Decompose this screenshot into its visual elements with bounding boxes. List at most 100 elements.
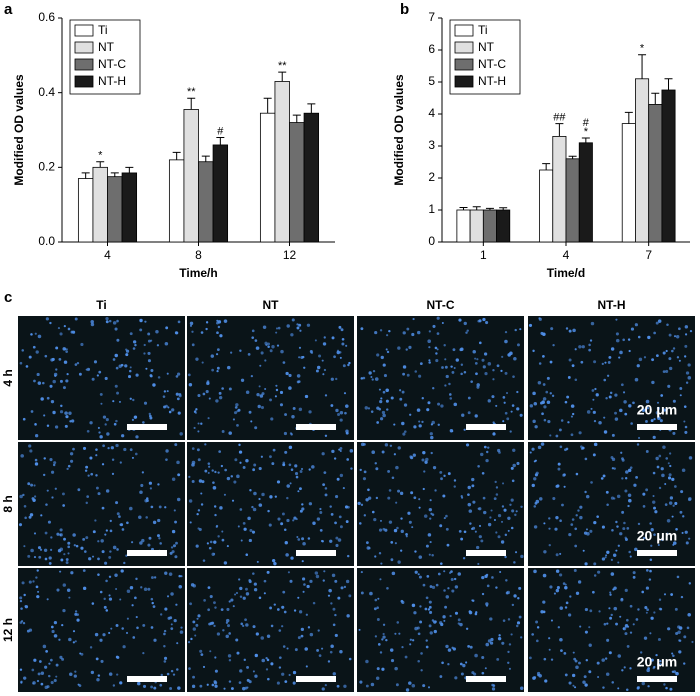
cell-nucleus xyxy=(32,580,35,583)
cell-nucleus xyxy=(442,494,446,498)
cell-nucleus xyxy=(472,500,476,504)
cell-nucleus xyxy=(555,588,560,593)
cell-nucleus xyxy=(482,365,486,369)
cell-nucleus xyxy=(367,488,370,492)
cell-nucleus xyxy=(405,688,410,692)
cell-nucleus xyxy=(687,613,691,617)
legend-label: NT-C xyxy=(98,57,126,71)
cell-nucleus xyxy=(476,385,480,389)
cell-nucleus xyxy=(559,573,563,577)
cell-nucleus xyxy=(65,558,69,561)
cell-nucleus xyxy=(390,541,394,544)
cell-nucleus xyxy=(234,458,238,462)
cell-nucleus xyxy=(510,633,513,636)
cell-nucleus xyxy=(378,407,382,411)
cell-nucleus xyxy=(447,472,451,476)
cell-nucleus xyxy=(691,640,694,644)
cell-nucleus xyxy=(230,475,234,478)
cell-nucleus xyxy=(408,345,412,350)
cell-nucleus xyxy=(85,368,88,371)
cell-nucleus xyxy=(173,509,176,512)
cell-nucleus xyxy=(112,321,117,325)
cell-nucleus xyxy=(199,684,203,688)
cell-nucleus xyxy=(82,586,87,591)
cell-nucleus xyxy=(375,676,380,681)
cell-nucleus xyxy=(346,614,350,618)
cell-nucleus xyxy=(219,334,223,338)
cell-nucleus xyxy=(575,514,578,517)
error-bar xyxy=(187,97,196,110)
cell-nucleus xyxy=(379,417,384,421)
cell-nucleus xyxy=(172,673,176,676)
cell-nucleus xyxy=(476,383,480,387)
cell-nucleus xyxy=(47,520,51,524)
cell-nucleus xyxy=(125,631,129,635)
cell-nucleus xyxy=(440,404,444,408)
cell-nucleus xyxy=(443,570,446,573)
cell-nucleus xyxy=(440,477,443,481)
cell-nucleus xyxy=(607,361,611,364)
cell-nucleus xyxy=(212,481,215,484)
cell-nucleus xyxy=(90,322,95,327)
cell-nucleus xyxy=(23,505,27,508)
cell-nucleus xyxy=(166,390,169,393)
cell-nucleus xyxy=(168,572,173,576)
cell-nucleus xyxy=(528,323,533,327)
cell-nucleus xyxy=(33,379,36,383)
cell-nucleus xyxy=(80,546,84,550)
micrograph xyxy=(357,316,524,440)
cell-nucleus xyxy=(571,364,575,368)
cell-nucleus xyxy=(374,555,377,558)
cell-nucleus xyxy=(36,595,40,599)
cell-nucleus xyxy=(653,417,656,421)
cell-nucleus xyxy=(684,430,688,434)
cell-nucleus xyxy=(605,672,610,676)
cell-nucleus xyxy=(176,497,181,502)
cell-nucleus xyxy=(373,607,377,611)
cell-nucleus xyxy=(233,411,238,415)
cell-nucleus xyxy=(418,498,421,501)
cell-nucleus xyxy=(371,450,376,455)
cell-nucleus xyxy=(189,602,193,606)
cell-nucleus xyxy=(282,463,286,467)
cell-nucleus xyxy=(616,494,621,499)
cell-nucleus xyxy=(298,487,302,491)
cell-nucleus xyxy=(332,623,336,627)
cell-nucleus xyxy=(299,509,303,513)
x-tick-label: 4 xyxy=(563,248,570,262)
cell-nucleus xyxy=(114,327,118,331)
cell-nucleus xyxy=(426,574,430,578)
cell-nucleus xyxy=(65,561,69,565)
cell-nucleus xyxy=(259,364,262,367)
cell-nucleus xyxy=(592,453,596,457)
cell-nucleus xyxy=(375,467,379,471)
cell-nucleus xyxy=(401,600,405,605)
cell-nucleus xyxy=(335,495,339,499)
cell-nucleus xyxy=(49,384,53,388)
cell-nucleus xyxy=(104,376,108,381)
cell-nucleus xyxy=(28,444,32,448)
cell-nucleus xyxy=(423,470,426,473)
cell-nucleus xyxy=(363,470,367,474)
cell-nucleus xyxy=(119,681,123,685)
cell-nucleus xyxy=(548,517,551,520)
cell-nucleus xyxy=(621,510,625,514)
cell-nucleus xyxy=(496,657,500,661)
cell-nucleus xyxy=(223,493,226,496)
cell-nucleus xyxy=(655,456,659,461)
cell-nucleus xyxy=(513,594,517,598)
cell-nucleus xyxy=(118,400,121,403)
cell-nucleus xyxy=(485,604,489,607)
cell-nucleus xyxy=(98,370,102,374)
cell-nucleus xyxy=(193,426,196,430)
cell-nucleus xyxy=(637,522,641,526)
cell-nucleus xyxy=(507,618,511,621)
cell-nucleus xyxy=(475,372,478,376)
cell-nucleus xyxy=(276,480,281,484)
cell-nucleus xyxy=(427,401,431,405)
cell-nucleus xyxy=(616,525,619,528)
cell-nucleus xyxy=(155,330,159,334)
cell-nucleus xyxy=(50,470,55,474)
cell-nucleus xyxy=(418,374,422,378)
cell-nucleus xyxy=(590,407,593,410)
